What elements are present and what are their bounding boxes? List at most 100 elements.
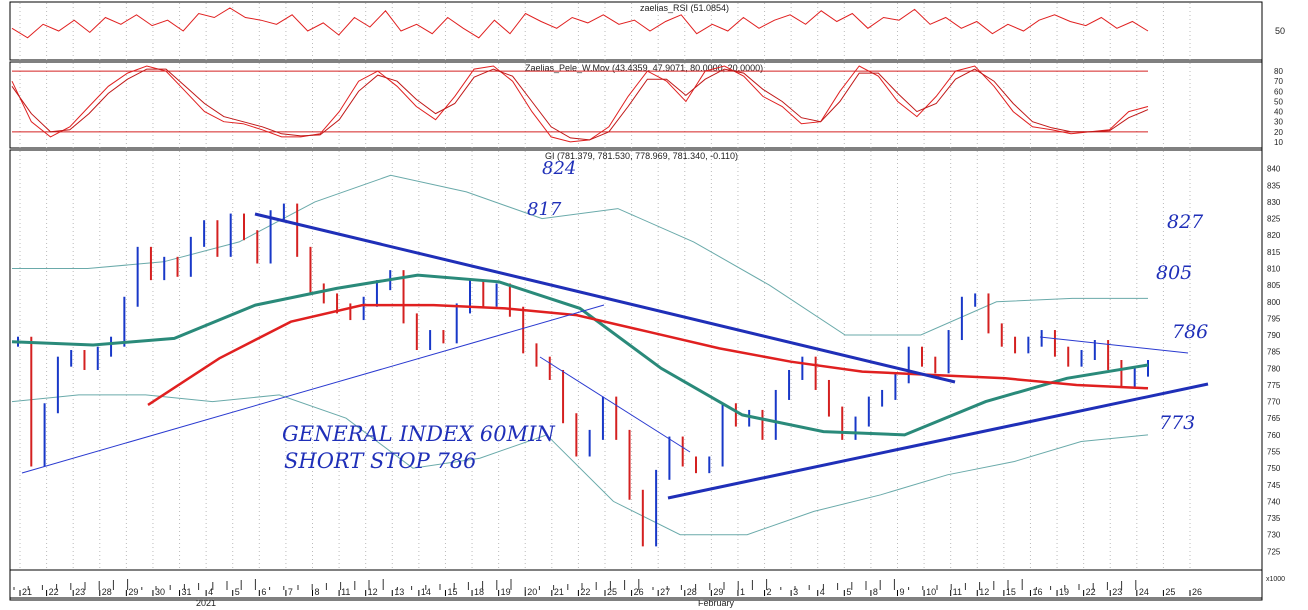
stoch-y-tick-label: 80 bbox=[1274, 67, 1283, 76]
x-tick-label: 26 bbox=[634, 587, 644, 597]
bollinger-band-line bbox=[11, 394, 1149, 536]
stoch-y-tick-label: 40 bbox=[1274, 108, 1283, 117]
x-tick-label: 22 bbox=[580, 587, 590, 597]
y-axes: 5010203040506070807257307357407457507557… bbox=[1267, 26, 1285, 556]
price-y-tick-label: 770 bbox=[1267, 398, 1281, 407]
price-y-tick-label: 830 bbox=[1267, 198, 1281, 207]
x-tick-label: 27 bbox=[660, 587, 670, 597]
x-tick-label: 9 bbox=[900, 587, 905, 597]
annotation-short-stop: SHORT STOP 786 bbox=[284, 449, 477, 473]
ma-slow-line bbox=[147, 303, 1149, 406]
x-tick-label: 21 bbox=[554, 587, 564, 597]
stoch-line bbox=[11, 68, 1149, 141]
price-y-tick-label: 825 bbox=[1267, 215, 1281, 224]
stoch-y-tick-label: 60 bbox=[1274, 87, 1283, 96]
x-tick-label: 12 bbox=[368, 587, 378, 597]
rsi-line bbox=[11, 7, 1149, 39]
price-y-tick-label: 755 bbox=[1267, 448, 1281, 457]
x-tick-label: 15 bbox=[447, 587, 457, 597]
x-tick-label: 22 bbox=[1086, 587, 1096, 597]
x-tick-label: 22 bbox=[49, 587, 59, 597]
x-tick-label: 1 bbox=[740, 587, 745, 597]
stoch-title: Zaelias_Pele_W.Mov (43.4359, 47.9071, 80… bbox=[525, 63, 763, 73]
x-tick-label: 8 bbox=[315, 587, 320, 597]
x-tick-label: 31 bbox=[182, 587, 192, 597]
rsi-y-tick-label: 50 bbox=[1275, 26, 1285, 36]
x-tick-label: 20 bbox=[527, 587, 537, 597]
x-tick-label: 29 bbox=[713, 587, 723, 597]
price-y-tick-label: 780 bbox=[1267, 364, 1281, 373]
price-y-tick-label: 740 bbox=[1267, 497, 1281, 506]
x-period-label: February bbox=[698, 598, 735, 608]
price-y-tick-label: 745 bbox=[1267, 481, 1281, 490]
bollinger-band-line bbox=[12, 174, 1148, 336]
volume-unit-label: x1000 bbox=[1266, 576, 1285, 583]
decline-channel-line bbox=[539, 356, 691, 453]
price-y-tick-label: 750 bbox=[1267, 464, 1281, 473]
x-tick-label: 13 bbox=[394, 587, 404, 597]
x-tick-label: 24 bbox=[1139, 587, 1149, 597]
price-y-tick-label: 785 bbox=[1267, 348, 1281, 357]
price-y-tick-label: 815 bbox=[1267, 248, 1281, 257]
x-axis: 21 22 23 28 29 30 31 4 5 6 7 8 11 12 13 14 15 18 19 20 21 22 2… bbox=[10, 587, 1262, 608]
price-y-tick-label: 790 bbox=[1267, 331, 1281, 340]
annotation-general-index: GENERAL INDEX 60MIN bbox=[282, 422, 555, 446]
x-tick-label: 26 bbox=[1192, 587, 1202, 597]
x-tick-label: 18 bbox=[474, 587, 484, 597]
price-title: GI (781.379, 781.530, 778.969, 781.340, … bbox=[545, 151, 738, 161]
annotation-827: 827 bbox=[1167, 211, 1204, 233]
x-tick-label: 11 bbox=[341, 587, 350, 597]
uptrend-line-major bbox=[667, 382, 1209, 500]
x-tick-label: 19 bbox=[1059, 587, 1069, 597]
price-y-tick-label: 725 bbox=[1267, 547, 1281, 556]
x-tick-label: 5 bbox=[235, 587, 240, 597]
rsi-panel bbox=[11, 7, 1149, 39]
x-tick-label: 29 bbox=[128, 587, 138, 597]
price-y-tick-label: 840 bbox=[1267, 165, 1281, 174]
x-tick-label: 5 bbox=[846, 587, 851, 597]
x-tick-label: 15 bbox=[1006, 587, 1016, 597]
annotation-786: 786 bbox=[1172, 321, 1208, 343]
x-tick-label: 8 bbox=[873, 587, 878, 597]
price-y-tick-label: 765 bbox=[1267, 414, 1281, 423]
stoch-line bbox=[11, 65, 1149, 143]
volume-bars bbox=[13, 579, 1137, 590]
stoch-y-tick-label: 70 bbox=[1274, 77, 1283, 86]
x-tick-label: 19 bbox=[501, 587, 511, 597]
x-tick-label: 23 bbox=[75, 587, 85, 597]
x-tick-label: 23 bbox=[1112, 587, 1122, 597]
ma-fast-line bbox=[11, 273, 1149, 437]
price-y-tick-label: 735 bbox=[1267, 514, 1281, 523]
x-tick-label: 2 bbox=[767, 587, 772, 597]
x-tick-label: 25 bbox=[607, 587, 617, 597]
price-y-tick-label: 730 bbox=[1267, 531, 1281, 540]
x-tick-label: 12 bbox=[979, 587, 989, 597]
price-y-tick-label: 835 bbox=[1267, 181, 1281, 190]
price-y-tick-label: 800 bbox=[1267, 298, 1281, 307]
stoch-y-tick-label: 30 bbox=[1274, 118, 1283, 127]
price-panel-frame bbox=[9, 149, 1263, 571]
x-tick-label: 7 bbox=[288, 587, 293, 597]
rsi-title: zaelias_RSI (51.0854) bbox=[640, 3, 729, 13]
price-y-tick-label: 775 bbox=[1267, 381, 1281, 390]
price-y-tick-label: 805 bbox=[1267, 281, 1281, 290]
uptrend-line-minor bbox=[21, 304, 605, 474]
stoch-panel bbox=[11, 65, 1149, 143]
vertical-gridlines bbox=[19, 3, 1191, 569]
x-tick-label: 30 bbox=[155, 587, 165, 597]
price-panel bbox=[11, 174, 1149, 547]
x-tick-label: 10 bbox=[926, 587, 936, 597]
x-tick-label: 11 bbox=[953, 587, 962, 597]
price-y-tick-label: 810 bbox=[1267, 264, 1281, 273]
stoch-y-tick-label: 50 bbox=[1274, 97, 1283, 106]
price-y-tick-label: 760 bbox=[1267, 431, 1281, 440]
x-tick-label: 6 bbox=[261, 587, 266, 597]
x-tick-label: 4 bbox=[820, 587, 825, 597]
stoch-y-tick-label: 10 bbox=[1274, 138, 1283, 147]
annotation-805: 805 bbox=[1156, 262, 1192, 284]
x-tick-label: 4 bbox=[208, 587, 213, 597]
annotation-773: 773 bbox=[1159, 412, 1195, 434]
annotation-824: 824 bbox=[542, 158, 576, 179]
annotation-817: 817 bbox=[527, 199, 562, 220]
